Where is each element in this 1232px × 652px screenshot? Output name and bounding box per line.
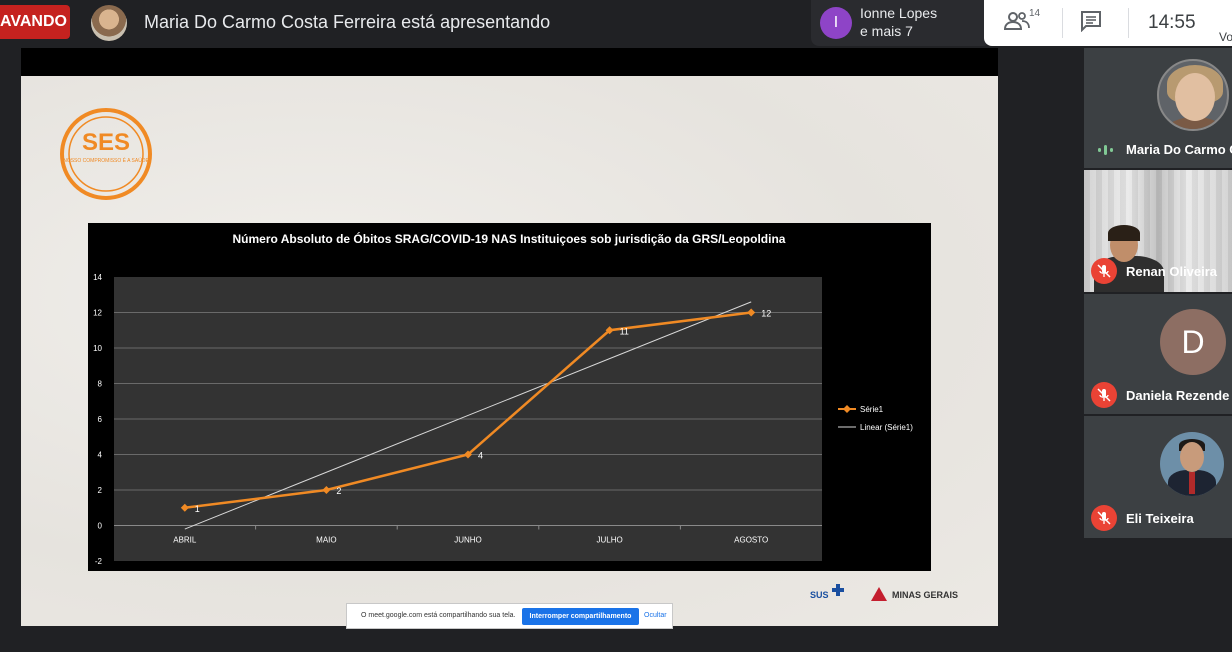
participant-tile-daniela[interactable]: D Daniela Rezende <box>1084 294 1232 414</box>
data-label: 12 <box>761 309 771 319</box>
x-axis-ticks: ABRIL MAIO JUNHO JULHO AGOSTO <box>173 525 768 545</box>
stop-sharing-button[interactable]: Interromper compartilhamento <box>522 608 639 625</box>
trendline-layer <box>184 301 752 530</box>
data-point <box>180 503 189 512</box>
y-tick-label: 8 <box>98 380 103 389</box>
meeting-clock: 14:55 <box>1148 12 1196 33</box>
y-tick-label: 12 <box>93 309 102 318</box>
ses-logo-subtext: NOSSO COMPROMISSO É A SAÚDE <box>63 157 149 164</box>
legend: Série1 Linear (Série1) <box>838 405 913 432</box>
participant-tile-maria[interactable]: Maria Do Carmo C <box>1084 48 1232 168</box>
participant-avatar: D <box>1160 309 1226 375</box>
x-tick-label: ABRIL <box>173 536 197 545</box>
y-tick-label: 10 <box>93 344 102 353</box>
data-label: 2 <box>336 486 341 496</box>
participant-panel-empty <box>1084 538 1232 652</box>
presenting-banner-text: Maria Do Carmo Costa Ferreira está apres… <box>144 12 551 32</box>
divider <box>1062 8 1063 38</box>
ses-logo: SES NOSSO COMPROMISSO É A SAÚDE <box>60 108 152 200</box>
sus-logo: SUS <box>810 590 829 600</box>
line-chart: Número Absoluto de Óbitos SRAG/COVID-19 … <box>93 231 913 566</box>
chart-title: Número Absoluto de Óbitos SRAG/COVID-19 … <box>233 231 786 246</box>
participant-avatar <box>1157 59 1229 131</box>
chat-icon <box>1081 11 1101 33</box>
viewer-avatar: I <box>820 7 852 39</box>
speaking-indicator-icon <box>1098 145 1113 155</box>
data-point <box>747 308 756 317</box>
meeting-status-card: 14 14:55 Vo <box>984 0 1232 46</box>
x-tick-label: JUNHO <box>454 536 482 545</box>
mic-off-icon <box>1091 258 1117 284</box>
legend-trend-label: Linear (Série1) <box>860 423 913 432</box>
data-label: 11 <box>620 326 629 336</box>
y-tick-label: 14 <box>93 273 102 282</box>
x-tick-label: JULHO <box>596 536 622 545</box>
people-count-badge: 14 <box>1029 8 1041 19</box>
mic-off-icon <box>1091 382 1117 408</box>
gridlines <box>114 312 822 526</box>
data-point <box>605 326 614 335</box>
meeting-top-bar: AVANDO Maria Do Carmo Costa Ferreira est… <box>0 0 1232 46</box>
viewer-name: Ionne Lopes <box>860 5 938 21</box>
footer-logos: SUS MINAS GERAIS <box>810 584 958 601</box>
chat-button[interactable] <box>1080 10 1106 36</box>
data-label: 4 <box>478 451 483 461</box>
data-point <box>322 486 331 494</box>
viewers-chip[interactable]: I Ionne Lopes e mais 7 <box>811 0 991 46</box>
minas-triangle-icon <box>871 587 887 601</box>
legend-series-marker <box>843 405 851 413</box>
y-axis-ticks: 14 12 10 8 6 4 2 0 -2 <box>93 273 102 566</box>
minas-gerais-logo: MINAS GERAIS <box>892 590 958 600</box>
divider <box>1128 8 1129 38</box>
trendline <box>184 301 752 530</box>
participant-name: Maria Do Carmo C <box>1126 142 1232 157</box>
presentation-slide: SES NOSSO COMPROMISSO É A SAÚDE Número A… <box>21 76 998 626</box>
ses-logo-title: SES <box>82 129 130 156</box>
x-tick-label: AGOSTO <box>734 536 768 545</box>
legend-series-label: Série1 <box>860 405 884 414</box>
participant-tile-eli[interactable]: Eli Teixeira <box>1084 416 1232 538</box>
mic-off-icon <box>1091 505 1117 531</box>
corner-label: Vo <box>1219 30 1232 44</box>
y-tick-label: 0 <box>98 522 103 531</box>
y-tick-label: -2 <box>95 557 103 566</box>
presenter-avatar <box>91 5 127 41</box>
share-message: O meet.google.com está compartilhando su… <box>361 612 516 619</box>
y-tick-label: 2 <box>98 486 103 495</box>
data-label: 1 <box>195 504 200 514</box>
people-button[interactable] <box>1003 10 1044 38</box>
screen-share-bar: O meet.google.com está compartilhando su… <box>346 603 673 629</box>
viewers-more-count: e mais 7 <box>860 23 913 39</box>
participant-name: Daniela Rezende <box>1126 388 1230 403</box>
chart-container: Número Absoluto de Óbitos SRAG/COVID-19 … <box>88 223 931 571</box>
participant-avatar <box>1160 432 1224 496</box>
hide-share-bar-link[interactable]: Ocultar <box>644 612 667 619</box>
people-icon <box>1003 12 1030 30</box>
participant-name: Renan Oliveira <box>1126 264 1218 279</box>
x-tick-label: MAIO <box>316 536 336 545</box>
y-tick-label: 6 <box>98 415 103 424</box>
data-point <box>464 450 472 459</box>
recording-badge: AVANDO <box>0 5 70 39</box>
y-tick-label: 4 <box>98 451 103 460</box>
participant-name: Eli Teixeira <box>1126 511 1194 526</box>
participant-tile-renan[interactable]: Renan Oliveira <box>1084 170 1232 292</box>
